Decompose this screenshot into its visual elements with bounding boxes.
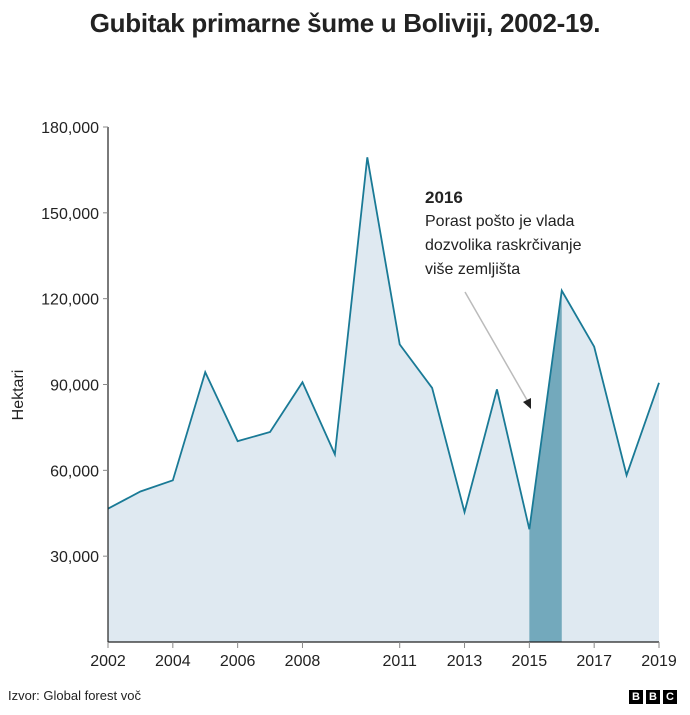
area-fill: [108, 157, 659, 643]
source-note: Izvor: Global forest voč: [8, 688, 141, 703]
y-tick-label: 90,000: [50, 378, 99, 395]
data-line: [107, 157, 660, 530]
annotation: 2016 Porast pošto je vlada dozvolika ras…: [425, 186, 582, 282]
bbc-logo: B B C: [629, 690, 677, 704]
highlight-2016: [529, 290, 562, 642]
y-tick-label: 150,000: [41, 206, 99, 223]
bbc-logo-letter: C: [663, 690, 677, 704]
plot-area: [107, 157, 660, 643]
x-tick-label: 2006: [220, 653, 256, 670]
y-tick-label: 60,000: [50, 463, 99, 480]
annotation-line: više zemljišta: [425, 261, 521, 278]
annotation-line: dozvolika raskrčivanje: [425, 237, 582, 254]
x-tick-label: 2013: [447, 653, 483, 670]
y-axis-label: Hektari: [10, 370, 27, 421]
annotation-heading: 2016: [425, 188, 463, 207]
x-tick-label: 2002: [90, 653, 126, 670]
x-tick-label: 2004: [155, 653, 191, 670]
annotation-arrow: [464, 291, 531, 409]
y-axis: 30,000 60,000 90,000 120,000 150,000 180,000: [41, 120, 109, 642]
x-axis: 2002 2004 2006 2008 2011 2013 2015 2017 2019: [90, 641, 677, 670]
x-tick-label: 2015: [512, 653, 548, 670]
annotation-line: Porast pošto je vlada: [425, 213, 575, 230]
bbc-logo-letter: B: [629, 690, 643, 704]
y-tick-label: 180,000: [41, 120, 99, 137]
x-tick-label: 2017: [576, 653, 612, 670]
y-tick-label: 120,000: [41, 292, 99, 309]
x-tick-label: 2008: [285, 653, 321, 670]
y-tick-label: 30,000: [50, 549, 99, 566]
x-tick-label: 2011: [383, 653, 418, 670]
chart-title: Gubitak primarne šume u Boliviji, 2002-1…: [89, 8, 601, 38]
bbc-logo-letter: B: [646, 690, 660, 704]
x-tick-label: 2019: [641, 653, 677, 670]
